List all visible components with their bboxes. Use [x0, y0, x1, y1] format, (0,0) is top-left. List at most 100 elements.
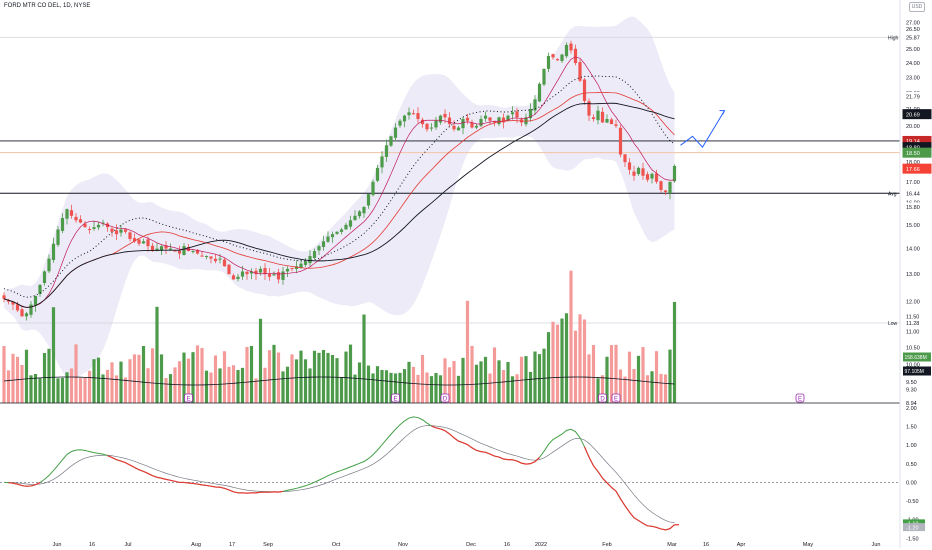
price-tick: 15.00	[906, 223, 920, 229]
candle	[416, 107, 420, 123]
candle	[2, 292, 6, 303]
volume-bar	[452, 361, 456, 403]
candle	[326, 231, 330, 243]
volume-bar	[434, 373, 438, 403]
earnings-marker: E	[795, 393, 805, 403]
candle	[465, 113, 470, 125]
volume-bar	[389, 372, 393, 403]
volume-bar	[587, 354, 591, 403]
svg-text:158.638M: 158.638M	[905, 355, 927, 361]
volume-bar	[546, 332, 551, 403]
candle	[74, 213, 78, 223]
candle	[591, 114, 596, 122]
volume-bar	[245, 346, 249, 403]
candle	[456, 126, 461, 131]
candle	[596, 105, 600, 125]
candle	[641, 162, 645, 181]
candle	[344, 222, 348, 230]
volume-bar	[528, 371, 533, 403]
price-label-name: Avg	[888, 191, 897, 197]
volume-bar	[227, 366, 231, 403]
volume-bar	[668, 349, 672, 403]
sma-short-line	[3, 56, 675, 308]
candle	[357, 209, 362, 219]
candle	[168, 243, 173, 251]
projection-path	[680, 110, 725, 148]
candle	[411, 109, 416, 115]
svg-text:-1.20: -1.20	[906, 525, 919, 531]
candle	[65, 208, 69, 225]
volume-bar	[398, 372, 402, 403]
candle	[425, 123, 429, 132]
volume-bar	[461, 357, 465, 403]
candle	[384, 139, 389, 162]
price-tick: 14.00	[906, 247, 920, 253]
candle	[380, 150, 384, 174]
macd-line	[3, 416, 675, 531]
volume-axis-label: 97.105M	[903, 366, 931, 376]
volume-bar	[591, 345, 596, 403]
candle	[227, 264, 231, 275]
candle	[668, 181, 672, 200]
candle	[362, 206, 366, 218]
volume-bar	[213, 355, 218, 403]
volume-bar	[231, 365, 236, 403]
currency-badge[interactable]: USD	[909, 2, 925, 12]
candle	[672, 164, 677, 183]
volume-bar	[551, 321, 555, 403]
price-label: 20.69	[902, 109, 932, 120]
candle	[272, 271, 276, 276]
candle	[578, 59, 582, 83]
candle	[231, 273, 236, 280]
volume-bar	[195, 345, 200, 403]
volume-bar	[150, 348, 155, 403]
volume-bar	[411, 366, 416, 403]
volume-bar	[2, 346, 6, 403]
volume-bar	[69, 368, 74, 403]
volume-bar	[416, 374, 420, 403]
volume-bar	[371, 373, 375, 403]
volume-bar	[555, 324, 560, 403]
candle	[452, 120, 456, 132]
volume-bar	[470, 345, 474, 403]
volume-bar	[429, 376, 434, 403]
candle	[533, 95, 537, 115]
volume-bar	[114, 375, 119, 403]
macd-tick: 0.50	[906, 462, 917, 468]
candle	[290, 267, 294, 272]
volume-bar	[119, 361, 123, 403]
volume-bar	[497, 360, 501, 403]
volume-bar	[155, 306, 159, 403]
candle	[623, 154, 627, 167]
candle	[353, 210, 357, 221]
candle	[137, 239, 141, 246]
volume-bar	[483, 356, 488, 403]
candle	[582, 77, 587, 105]
candle	[281, 266, 285, 285]
candle	[488, 117, 492, 124]
candle	[276, 268, 281, 284]
price-label: 18.50	[902, 147, 932, 158]
candle	[573, 44, 578, 66]
candle	[213, 254, 218, 264]
volume-bar	[623, 376, 627, 403]
svg-text:E: E	[186, 397, 190, 403]
svg-text:E: E	[798, 397, 802, 403]
price-tick: 17.00	[906, 180, 920, 186]
volume-bar	[353, 374, 357, 403]
candle	[438, 114, 443, 125]
svg-text:97.105M: 97.105M	[905, 369, 924, 375]
x-tick-label: Jul	[124, 542, 131, 548]
volume-bar	[267, 350, 272, 403]
volume-bar	[51, 307, 56, 403]
candle	[524, 113, 528, 127]
candle	[659, 180, 663, 193]
volume-bar	[222, 351, 227, 403]
volume-bar	[506, 361, 510, 403]
candle	[479, 115, 483, 128]
volume-bar	[384, 370, 389, 403]
volume-bar	[303, 359, 308, 403]
volume-bar	[258, 318, 263, 403]
volume-bar	[366, 365, 371, 403]
